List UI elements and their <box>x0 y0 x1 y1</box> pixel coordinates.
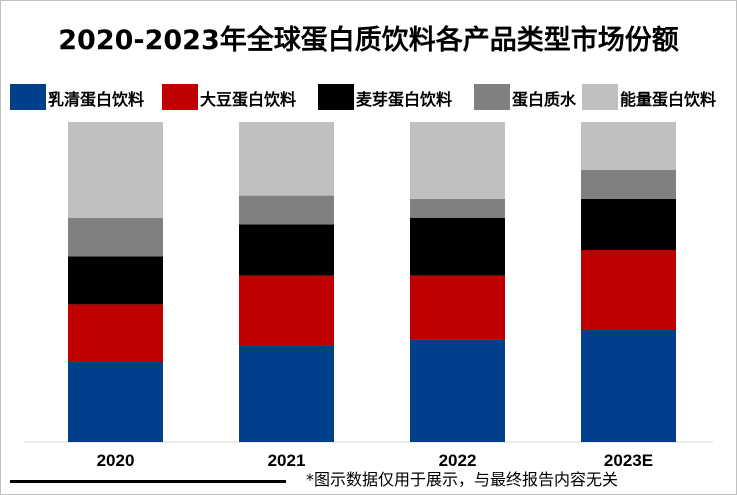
x-tick-label: 2020 <box>97 451 135 470</box>
x-tick-label: 2021 <box>268 451 306 470</box>
legend-swatch <box>474 84 510 110</box>
bar-segment-2020-5 <box>68 122 163 218</box>
legend-swatch <box>582 84 618 110</box>
bar-segment-2023E-4 <box>581 170 676 199</box>
bar-segment-2020-2 <box>68 304 163 362</box>
legend-swatch <box>10 84 46 110</box>
bar-segment-2021-3 <box>239 224 334 276</box>
legend-label: 大豆蛋白饮料 <box>200 90 297 109</box>
legend-swatch <box>162 84 198 110</box>
bar-segment-2021-5 <box>239 122 334 196</box>
x-tick-label: 2023E <box>604 451 653 470</box>
bar-segment-2020-1 <box>68 362 163 442</box>
bar-segment-2021-2 <box>239 275 334 346</box>
legend-label: 能量蛋白饮料 <box>620 90 717 109</box>
bar-segment-2022-2 <box>410 275 505 340</box>
bar-segment-2022-4 <box>410 198 505 218</box>
bar-segment-2020-3 <box>68 256 163 305</box>
legend-label: 乳清蛋白饮料 <box>48 90 145 109</box>
bar-segment-2021-4 <box>239 195 334 225</box>
bar-segment-2021-1 <box>239 346 334 442</box>
bar-segment-2023E-1 <box>581 330 676 442</box>
bar-segment-2022-5 <box>410 122 505 199</box>
legend-swatch <box>318 84 354 110</box>
bar-segment-2020-4 <box>68 218 163 257</box>
bar-segment-2022-3 <box>410 218 505 276</box>
bar-segment-2023E-2 <box>581 250 676 330</box>
bar-segment-2023E-5 <box>581 122 676 170</box>
footnote: *图示数据仅用于展示，与最终报告内容无关 <box>306 470 619 489</box>
chart-title: 2020-2023年全球蛋白质饮料各产品类型市场份额 <box>58 25 679 56</box>
legend-label: 蛋白质水 <box>512 90 577 109</box>
legend-label: 麦芽蛋白饮料 <box>356 90 453 109</box>
x-tick-label: 2022 <box>439 451 477 470</box>
bar-segment-2023E-3 <box>581 198 676 250</box>
bottom-rule <box>10 480 286 483</box>
bar-segment-2022-1 <box>410 339 505 442</box>
